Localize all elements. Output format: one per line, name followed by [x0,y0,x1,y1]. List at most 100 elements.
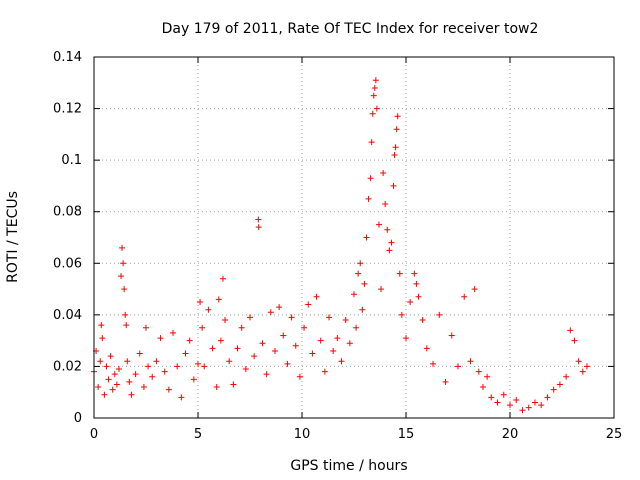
y-tick-label: 0.06 [53,256,82,271]
data-point [103,363,110,370]
data-point [359,306,366,313]
data-point [380,170,387,177]
data-points [91,77,590,414]
data-point [132,371,139,378]
data-point [107,353,114,360]
data-point [567,327,574,334]
data-point [271,347,278,354]
data-point [234,345,241,352]
axis-ticks: 0 5 10 15 20 25 0 0.02 0.04 0.06 0.08 0.1 0.12 0.14 [53,50,622,442]
data-point [342,317,349,324]
data-point [259,340,266,347]
data-point [109,386,116,393]
data-point [276,304,283,311]
data-point [390,182,397,189]
data-point [415,293,422,300]
data-point [201,363,208,370]
data-point [111,371,118,378]
data-point [448,332,455,339]
data-point [538,402,545,409]
data-point [550,386,557,393]
data-point [280,332,287,339]
data-point [334,335,341,342]
data-point [161,368,168,375]
data-point [467,358,474,365]
data-point [197,298,204,305]
data-point [368,139,375,146]
data-point [369,110,376,117]
x-tick-label: 25 [606,427,623,442]
data-point [338,358,345,365]
data-point [372,77,379,84]
data-point [583,363,590,370]
data-point [500,391,507,398]
data-point [255,224,262,231]
data-point [531,399,538,406]
data-point [190,376,197,383]
data-point [149,373,156,380]
data-point [182,350,189,357]
data-point [392,144,399,151]
data-point [209,345,216,352]
data-point [556,381,563,388]
data-point [382,200,389,207]
data-point [115,366,122,373]
data-point [305,301,312,308]
data-point [165,386,172,393]
data-point [217,337,224,344]
data-point [186,337,193,344]
data-point [494,399,501,406]
data-point [394,113,401,120]
data-point [361,280,368,287]
data-point [255,216,262,223]
data-point [355,270,362,277]
data-point [461,293,468,300]
data-point [98,322,105,329]
data-point [519,407,526,414]
grid [94,57,614,418]
data-point [267,309,274,316]
data-point [330,347,337,354]
data-point [199,324,206,331]
data-point [126,378,133,385]
data-point [226,358,233,365]
data-point [513,396,520,403]
y-tick-label: 0.02 [53,359,82,374]
data-point [309,350,316,357]
data-point [365,195,372,202]
data-point [455,363,461,370]
data-point [136,350,143,357]
data-point [378,286,385,293]
data-point [145,363,152,370]
data-point [153,358,160,365]
data-point [242,366,249,373]
x-tick-label: 15 [398,427,415,442]
data-point [484,373,491,380]
data-point [398,311,405,318]
y-tick-label: 0.08 [53,205,82,220]
x-tick-label: 5 [194,427,202,442]
data-point [419,317,426,324]
data-point [118,273,125,280]
data-point [326,314,333,321]
data-point [263,371,270,378]
data-point [413,280,420,287]
data-point [579,368,586,375]
data-point [284,360,291,367]
x-tick-label: 0 [90,427,98,442]
y-tick-label: 0.1 [61,153,82,168]
data-point [525,404,532,411]
data-point [213,384,220,391]
data-point [230,381,237,388]
data-point [170,329,177,336]
x-tick-label: 20 [502,427,519,442]
data-point [128,391,135,398]
y-axis-label: ROTI / TECUs [5,191,21,283]
data-point [367,175,374,182]
data-point [351,291,357,298]
data-point [101,391,108,398]
data-point [247,314,253,321]
data-point [140,384,147,391]
data-point [396,270,403,277]
data-point [507,402,513,409]
